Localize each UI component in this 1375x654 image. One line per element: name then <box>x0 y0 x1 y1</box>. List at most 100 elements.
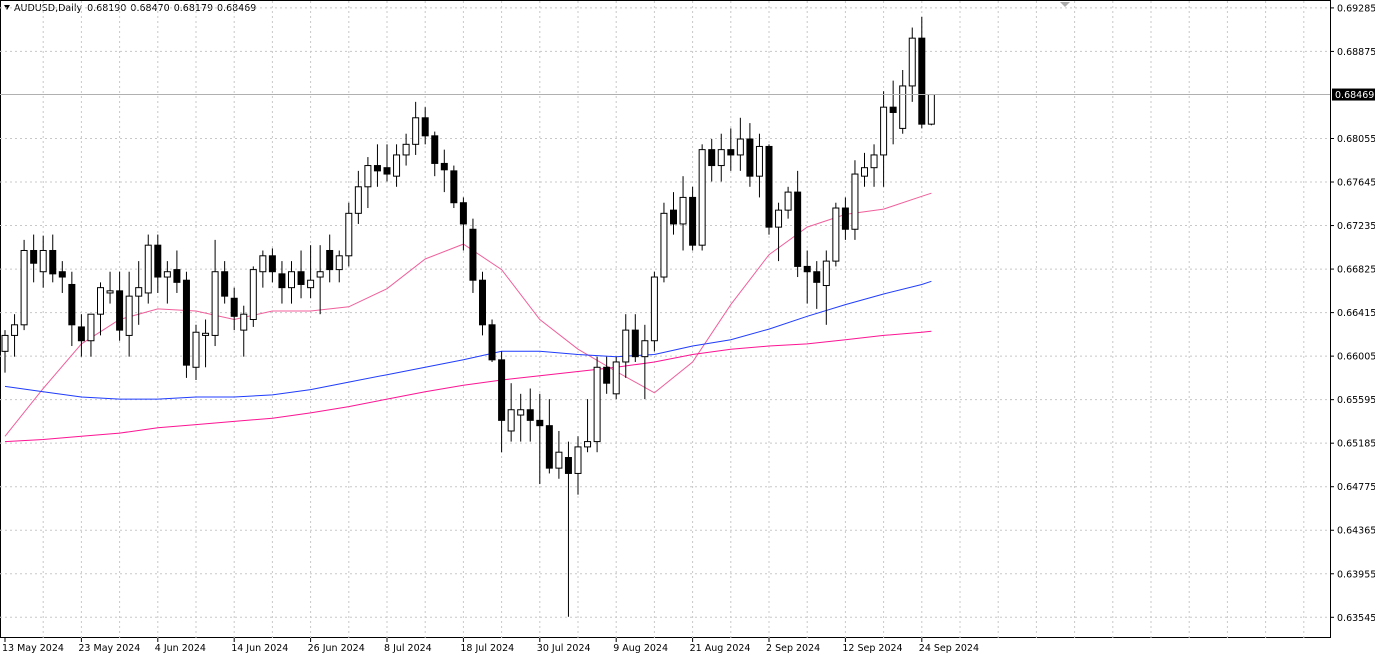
y-tick-label: 0.64775 <box>1337 482 1375 493</box>
candle-body <box>507 409 515 432</box>
candle-body <box>354 186 362 214</box>
candle-body <box>326 249 334 271</box>
candle-body <box>316 271 324 278</box>
plot-frame <box>0 0 1331 638</box>
candle-body <box>794 191 802 267</box>
candle-body <box>536 419 544 427</box>
candle-body <box>679 196 687 225</box>
candle-body <box>106 290 114 294</box>
candle-body <box>49 249 57 275</box>
candle-body <box>765 145 773 228</box>
y-tick-label: 0.64365 <box>1337 526 1375 537</box>
y-tick-label: 0.68875 <box>1337 47 1375 58</box>
candle-body <box>832 207 840 262</box>
candle-body <box>393 154 401 177</box>
y-tick-label: 0.68055 <box>1337 134 1375 145</box>
candle-body <box>899 85 907 129</box>
candle-body <box>68 283 76 326</box>
scroll-marker <box>1060 2 1070 7</box>
candle-body <box>230 297 238 317</box>
candle-body <box>469 228 477 281</box>
candle-body <box>402 143 410 156</box>
y-tick-label: 0.67235 <box>1337 221 1375 232</box>
y-tick-label: 0.66415 <box>1337 308 1375 319</box>
candle-body <box>498 359 506 421</box>
candle-body <box>288 271 295 289</box>
x-tick-label: 26 Jun 2024 <box>308 643 365 654</box>
candle-body <box>545 425 553 469</box>
candle-body <box>851 173 859 230</box>
candle-body <box>908 37 916 87</box>
y-tick-label: 0.69285 <box>1337 3 1375 14</box>
current-price-box <box>1332 88 1375 101</box>
candle-body <box>125 295 133 336</box>
y-tick-label: 0.67645 <box>1337 178 1375 189</box>
candle-body <box>297 271 305 285</box>
candle-body <box>775 209 783 228</box>
candle-body <box>698 149 706 246</box>
close-label: 0.68469 <box>217 3 256 14</box>
candle-body <box>116 290 124 331</box>
x-tick-label: 24 Sep 2024 <box>919 643 979 654</box>
candle-body <box>278 273 286 289</box>
x-tick-label: 13 May 2024 <box>2 643 64 654</box>
candle-body <box>861 167 868 177</box>
candle-body <box>488 324 496 361</box>
candle-body <box>870 154 878 169</box>
candle-body <box>564 457 572 474</box>
x-tick-label: 4 Jun 2024 <box>155 643 206 654</box>
candle-body <box>259 255 267 273</box>
current-price-label: 0.68469 <box>1335 90 1374 101</box>
candle-body <box>39 249 47 273</box>
candle-body <box>660 212 668 278</box>
candle-body <box>383 167 391 175</box>
candle-body <box>240 313 248 331</box>
y-tick-label: 0.63545 <box>1337 613 1375 624</box>
candle-body <box>517 409 525 416</box>
candle-body <box>746 138 754 177</box>
candle-body <box>555 451 563 469</box>
candle-body <box>154 244 162 278</box>
y-tick-label: 0.66825 <box>1337 265 1375 276</box>
symbol: AUDUSD,Daily <box>14 3 83 14</box>
x-tick-label: 9 Aug 2024 <box>613 643 668 654</box>
candle-body <box>268 255 276 273</box>
x-tick-label: 18 Jul 2024 <box>460 643 514 654</box>
candle-body <box>202 332 210 336</box>
candle-body <box>450 170 458 204</box>
candle-body <box>880 106 888 156</box>
candle-body <box>211 271 219 336</box>
candle-body <box>173 269 181 283</box>
candle-body <box>459 202 467 225</box>
x-tick-label: 21 Aug 2024 <box>690 643 751 654</box>
x-tick-label: 23 May 2024 <box>78 643 140 654</box>
candle-body <box>727 149 735 156</box>
candle-body <box>584 441 592 448</box>
moving-average-line <box>4 330 932 443</box>
candle-body <box>593 366 601 443</box>
y-tick-label: 0.63955 <box>1337 569 1375 580</box>
candle-body <box>717 149 725 167</box>
candle-body <box>670 209 677 225</box>
candle-body <box>440 162 448 171</box>
candle-body <box>135 287 143 297</box>
candle-body <box>11 324 19 336</box>
candle-body <box>431 135 439 164</box>
x-tick-label: 2 Sep 2024 <box>766 643 820 654</box>
candle-body <box>650 276 658 342</box>
candle-body <box>631 329 639 358</box>
candle-body <box>144 244 152 294</box>
open-label: 0.68190 <box>87 3 126 14</box>
candle-body <box>803 265 811 273</box>
candle-body <box>335 255 343 271</box>
candle-body <box>841 207 849 230</box>
candle-body <box>421 117 429 137</box>
candle-body <box>364 165 372 188</box>
candle-body <box>736 138 744 156</box>
candle-body <box>87 313 95 342</box>
candle-body <box>192 331 200 368</box>
candle-body <box>412 117 420 145</box>
x-tick-label: 14 Jun 2024 <box>231 643 288 654</box>
